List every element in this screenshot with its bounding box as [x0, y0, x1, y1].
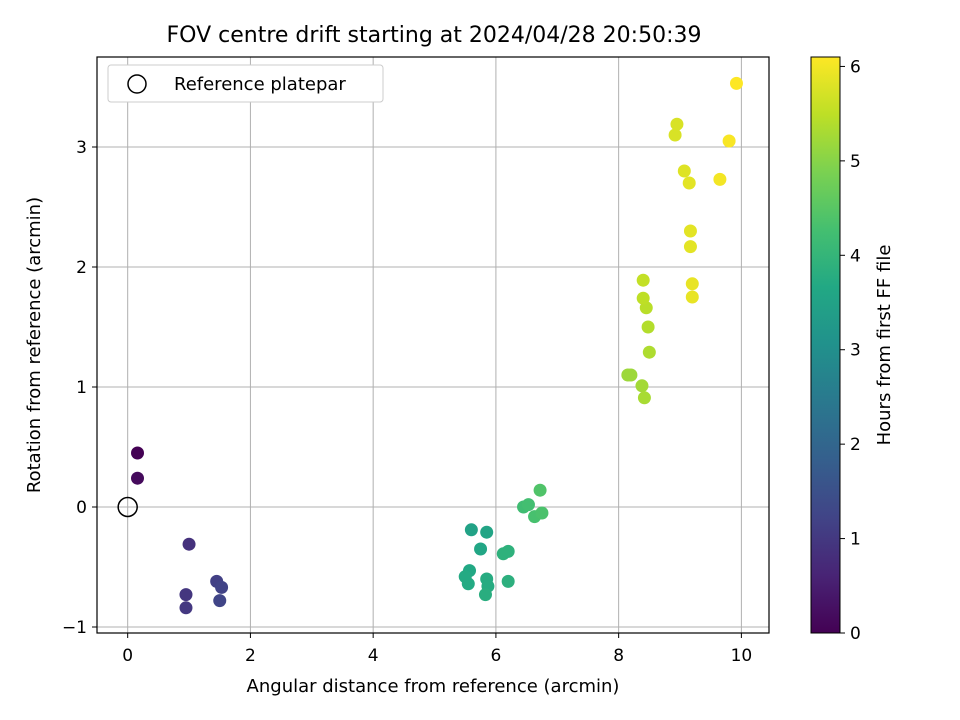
data-point — [729, 76, 743, 90]
colorbar-tick-label: 3 — [850, 341, 861, 361]
legend-marker-reference — [127, 74, 147, 94]
data-point — [682, 176, 696, 190]
data-point — [685, 290, 699, 304]
data-point — [624, 368, 638, 382]
chart-title: FOV centre drift starting at 2024/04/28 … — [167, 23, 702, 48]
data-point — [713, 172, 727, 186]
data-point — [131, 446, 145, 460]
colorbar-tick-label: 0 — [850, 624, 861, 644]
colorbar-label: Hours from first FF file — [874, 245, 895, 446]
y-tick-label: 3 — [76, 138, 87, 158]
data-point — [533, 483, 547, 497]
y-tick-label: 0 — [76, 498, 87, 518]
data-point — [478, 588, 492, 602]
data-point — [131, 471, 145, 485]
x-tick-label: 6 — [490, 646, 501, 666]
y-tick-label: −1 — [62, 618, 87, 638]
data-point — [179, 601, 193, 615]
data-point — [464, 523, 478, 537]
y-axis-label: Rotation from reference (arcmin) — [24, 197, 45, 493]
x-tick-label: 10 — [731, 646, 753, 666]
data-point — [683, 240, 697, 254]
colorbar-tick-label: 5 — [850, 152, 861, 172]
data-point — [461, 577, 475, 591]
colorbar-tick-label: 1 — [850, 530, 861, 550]
x-axis-label: Angular distance from reference (arcmin) — [247, 676, 620, 697]
plot-frame — [96, 56, 770, 634]
data-point — [636, 291, 650, 305]
colorbar-tick-label: 4 — [850, 246, 861, 266]
data-point — [635, 379, 649, 393]
data-point — [501, 544, 515, 558]
x-tick-label: 0 — [122, 646, 133, 666]
data-point — [677, 164, 691, 178]
x-axis-ticks: 0 2 4 6 8 10 — [122, 633, 752, 666]
data-point — [668, 128, 682, 142]
data-point — [474, 542, 488, 556]
x-tick-label: 2 — [245, 646, 256, 666]
legend-box — [107, 64, 384, 103]
data-point — [179, 588, 193, 602]
colorbar: 0 1 2 3 4 5 6 Hours from first FF file — [810, 56, 895, 644]
data-point — [636, 273, 650, 287]
legend: Reference platepar — [107, 64, 384, 103]
y-axis-ticks: −1 0 1 2 3 — [62, 138, 97, 638]
data-point — [215, 580, 229, 594]
reference-platepar-marker — [117, 496, 138, 518]
data-point — [535, 506, 549, 520]
data-point — [685, 277, 699, 291]
legend-label-reference: Reference platepar — [174, 74, 346, 95]
colorbar-ticks: 0 1 2 3 4 5 6 — [840, 57, 861, 644]
colorbar-tick-label: 2 — [850, 435, 861, 455]
grid — [97, 57, 769, 633]
data-point — [722, 134, 736, 148]
data-point — [501, 574, 515, 588]
data-point — [182, 537, 196, 551]
data-point — [637, 391, 651, 405]
colorbar-gradient — [810, 56, 841, 634]
data-point — [642, 345, 656, 359]
data-point — [670, 117, 684, 131]
data-point — [480, 525, 494, 539]
data-point — [521, 498, 535, 512]
data-points — [131, 76, 743, 615]
x-tick-label: 8 — [613, 646, 624, 666]
data-point — [683, 224, 697, 238]
data-point — [641, 320, 655, 334]
y-tick-label: 1 — [76, 378, 87, 398]
x-tick-label: 4 — [368, 646, 379, 666]
y-tick-label: 2 — [76, 258, 87, 278]
data-point — [213, 594, 227, 608]
colorbar-tick-label: 6 — [850, 57, 861, 77]
reference-marker — [117, 496, 138, 518]
